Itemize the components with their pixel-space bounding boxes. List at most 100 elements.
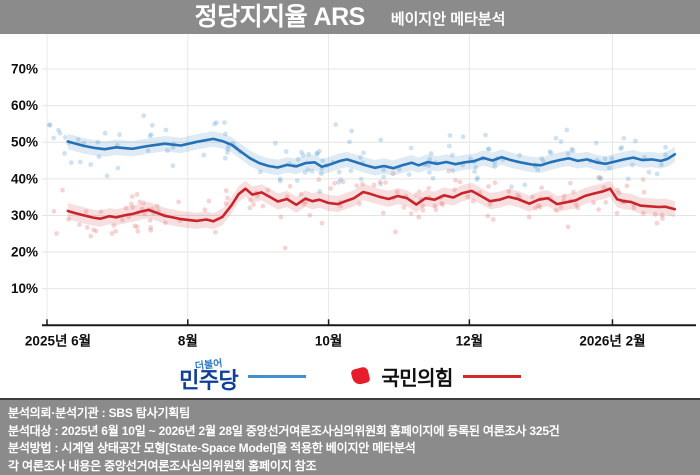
poll-dot xyxy=(413,192,419,198)
poll-dot xyxy=(618,146,624,152)
poll-dot xyxy=(83,209,89,215)
poll-dot xyxy=(300,152,306,158)
poll-dot xyxy=(257,169,263,175)
poll-dot xyxy=(93,228,99,234)
poll-dot xyxy=(420,203,426,209)
poll-dot xyxy=(565,224,571,230)
poll-dot xyxy=(450,152,455,158)
poll-dot xyxy=(483,132,488,138)
poll-dot xyxy=(614,210,620,216)
poll-dot xyxy=(163,220,168,226)
poll-dot xyxy=(47,122,52,128)
poll-dot xyxy=(631,205,637,211)
poll-dot xyxy=(340,179,346,185)
poll-dot xyxy=(104,173,110,179)
poll-dot xyxy=(132,223,138,229)
poll-dot xyxy=(598,176,604,182)
poll-dot xyxy=(522,182,528,188)
poll-dot xyxy=(154,203,160,209)
poll-dot xyxy=(663,144,668,150)
poll-dot xyxy=(517,152,523,158)
poll-dot xyxy=(485,213,491,219)
chart-legend: 더불어 민주당 국민의힘 xyxy=(0,356,700,396)
poll-dot xyxy=(533,205,538,211)
poll-dot xyxy=(432,203,438,209)
poll-dot xyxy=(394,189,400,195)
poll-dot xyxy=(381,174,387,180)
poll-dot xyxy=(371,182,377,188)
poll-dot xyxy=(568,180,573,186)
poll-dot xyxy=(378,137,384,143)
poll-dot xyxy=(535,167,541,173)
poll-dot xyxy=(301,201,307,207)
poll-dot xyxy=(265,187,271,193)
poll-dot xyxy=(202,207,208,213)
poll-dot xyxy=(170,163,176,169)
poll-dot xyxy=(447,143,452,149)
poll-dot xyxy=(401,205,407,210)
poll-dot xyxy=(601,185,607,191)
poll-dot xyxy=(492,164,498,169)
poll-dot xyxy=(641,189,647,195)
poll-dot xyxy=(591,200,596,206)
ppp-party-logo-icon xyxy=(350,366,371,386)
poll-dot xyxy=(547,149,553,155)
poll-dot xyxy=(299,149,304,155)
poll-dot xyxy=(176,199,182,205)
poll-dot xyxy=(320,158,326,164)
chart-section: 10% 20% 30% 40% 50% 60% 70% 2025년 6월 8월 10월 12월 202… xyxy=(0,34,700,398)
poll-dot xyxy=(492,180,498,186)
poll-dot xyxy=(75,137,81,142)
poll-dot xyxy=(309,168,315,174)
poll-dot xyxy=(47,122,53,127)
minju-party-logo: 더불어 민주당 xyxy=(179,358,239,393)
poll-dot xyxy=(338,177,344,183)
y-axis-label: 60% xyxy=(11,98,38,113)
minju-logo-name: 민주당 xyxy=(179,368,239,393)
poll-dot xyxy=(163,127,169,133)
poll-dot xyxy=(565,151,571,156)
poll-dot xyxy=(475,175,480,181)
poll-dot xyxy=(468,156,474,162)
trend-line-minju xyxy=(66,137,677,170)
poll-dot xyxy=(570,148,576,153)
poll-dot xyxy=(446,168,451,174)
poll-dot xyxy=(51,208,57,214)
poll-dot xyxy=(88,162,94,167)
page-title: 정당지지율 ARS xyxy=(194,2,366,31)
poll-dot xyxy=(348,168,354,174)
y-axis-label: 30% xyxy=(11,208,38,223)
poll-dot xyxy=(134,192,140,197)
footer-notes: 분석의뢰·분석기관 : SBS 탐사기획팀 분석대상 : 2025년 6월 10… xyxy=(0,398,700,475)
poll-dot xyxy=(530,194,535,200)
poll-dot xyxy=(416,189,422,195)
poll-dot xyxy=(457,179,463,185)
poll-dot xyxy=(260,203,266,209)
poll-dot xyxy=(214,120,219,125)
poll-dot xyxy=(596,175,601,181)
poll-dot xyxy=(615,187,620,193)
poll-dot xyxy=(316,148,322,154)
poll-dot xyxy=(305,167,311,173)
x-axis-label: 8월 xyxy=(178,332,198,348)
poll-dot xyxy=(60,187,65,193)
poll-dot xyxy=(625,176,631,182)
poll-dot xyxy=(141,113,147,119)
poll-dot xyxy=(439,200,445,206)
header-bar: 정당지지율 ARS 베이지안 메타분석 xyxy=(0,0,700,34)
poll-dot xyxy=(659,162,664,168)
poll-dot xyxy=(641,211,646,216)
poll-dot xyxy=(336,169,342,175)
poll-dot xyxy=(596,207,601,213)
poll-dot xyxy=(383,180,388,185)
poll-dot xyxy=(248,197,253,203)
poll-dot xyxy=(450,168,456,174)
poll-dot xyxy=(117,132,122,138)
poll-dot xyxy=(319,220,325,226)
poll-dot xyxy=(564,127,570,133)
footer-line-4: 각 여론조사 내용은 중앙선거여론조사심의위원회 홈페이지 참조 xyxy=(8,458,317,473)
poll-dot xyxy=(134,224,140,230)
poll-dot xyxy=(390,171,396,177)
poll-dot xyxy=(452,187,457,193)
poll-dot xyxy=(539,156,544,161)
